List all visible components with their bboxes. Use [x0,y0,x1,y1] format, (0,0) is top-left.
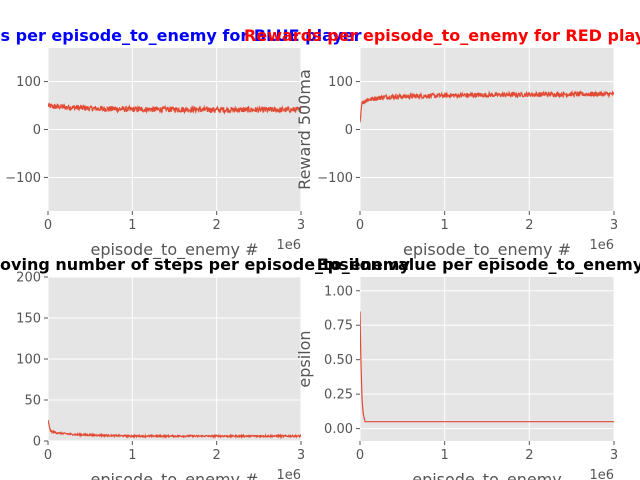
x-tick-label: 3 [610,218,618,233]
x-tick-label: 1 [441,218,449,233]
x-tick-label: 2 [525,448,533,463]
chart-title: Moving number of steps per episode_to_en… [0,255,410,274]
y-tick-label: 50 [24,394,41,409]
y-tick-label: 1.00 [324,284,353,299]
chart-panel-2: 0 1 2 3 −100 0 100 1e6 episode_to_enemy # Reward … [244,26,640,260]
y-tick-label: 0 [33,435,41,450]
chart-title: Rewards per episode_to_enemy for RED pla… [244,26,640,45]
x-axis-label: episode_to_enemy [412,470,562,480]
y-tick-label: 100 [16,353,41,368]
x-axis-label: episode_to_enemy # [403,240,571,260]
y-tick-label: 0.75 [324,319,353,334]
x-offset-label: 1e6 [276,238,301,253]
y-tick-label: 0 [345,123,353,138]
x-offset-label: 1e6 [589,468,614,480]
x-tick-label: 3 [297,218,305,233]
x-tick-label: 0 [44,448,52,463]
x-axis-label: episode_to_enemy # [90,240,258,260]
x-tick-label: 2 [525,218,533,233]
chart-panel-1: 0 1 2 3 −100 0 100 1e6 episode_to_enemy # Rewards… [0,26,362,260]
x-tick-label: 2 [213,448,221,463]
x-tick-label: 0 [356,448,364,463]
plot-area [360,277,614,441]
y-tick-label: 100 [328,75,353,90]
x-tick-label: 1 [128,218,136,233]
series-line [360,311,614,423]
y-tick-label: 200 [16,271,41,286]
x-axis-label: episode_to_enemy # [90,470,258,480]
y-tick-label: 0.50 [324,353,353,368]
series-line [48,102,301,115]
x-offset-label: 1e6 [276,468,301,480]
y-tick-label: −100 [5,171,41,186]
x-tick-label: 0 [44,218,52,233]
y-tick-label: 150 [16,312,41,327]
x-tick-label: 3 [297,448,305,463]
y-tick-label: 0.25 [324,388,353,403]
series-line [48,419,301,440]
y-axis-label: Reward 500ma [295,69,314,190]
y-axis-label: epsilon [295,330,314,387]
x-tick-label: 1 [441,448,449,463]
chart-panel-3: 0 1 2 3 0 50 100 150 200 1e6 episode_to_enemy # Mov… [0,255,410,480]
y-tick-label: 0 [33,123,41,138]
chart-title: Rewards per episode_to_enemy for BLUE pl… [0,26,362,45]
chart-panel-4: 0 1 2 3 0.00 0.25 0.50 0.75 1.00 1e6 episode_to_en… [295,255,640,480]
x-tick-label: 0 [356,218,364,233]
chart-title: Epsilon value per episode_to_enemy [317,255,640,274]
x-tick-label: 3 [610,448,618,463]
x-tick-label: 1 [128,448,136,463]
y-tick-label: 100 [16,75,41,90]
x-offset-label: 1e6 [589,238,614,253]
y-tick-label: 0.00 [324,422,353,437]
x-tick-label: 2 [213,218,221,233]
y-tick-label: −100 [317,171,353,186]
series-line [360,89,614,123]
